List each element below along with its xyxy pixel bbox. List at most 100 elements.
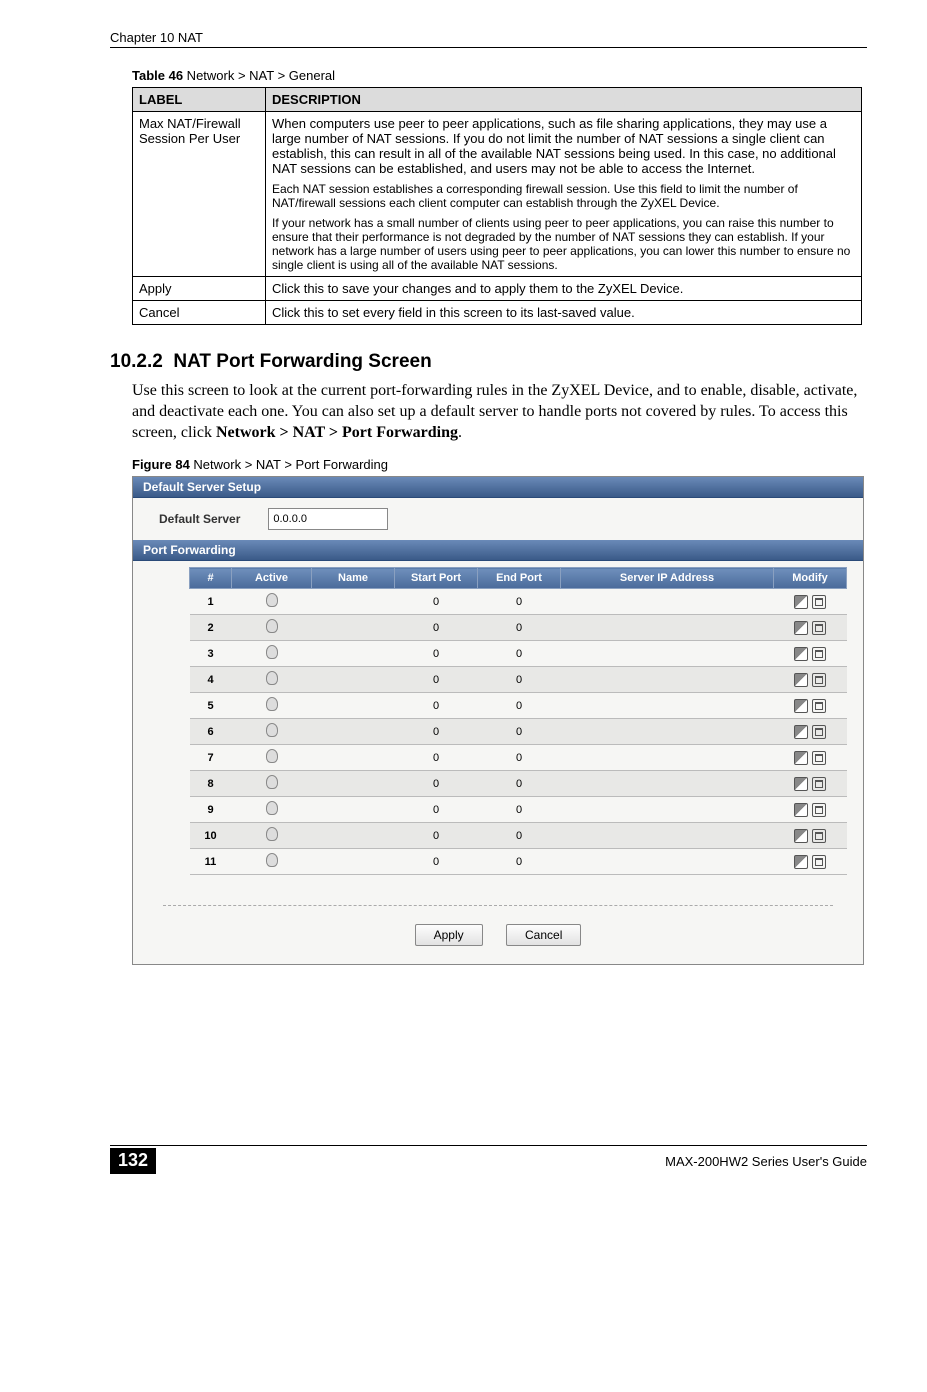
delete-icon[interactable] xyxy=(812,725,826,739)
edit-icon[interactable] xyxy=(794,699,808,713)
pf-row-num: 4 xyxy=(190,667,232,693)
pf-row-active[interactable] xyxy=(232,823,312,849)
cancel-button[interactable]: Cancel xyxy=(506,924,581,946)
lightbulb-icon xyxy=(266,723,278,737)
pf-row-active[interactable] xyxy=(232,589,312,615)
pf-row-active[interactable] xyxy=(232,615,312,641)
pf-row-start: 0 xyxy=(395,745,478,771)
pf-row-active[interactable] xyxy=(232,771,312,797)
lightbulb-icon xyxy=(266,749,278,763)
desc-p1: When computers use peer to peer applicat… xyxy=(272,116,855,176)
delete-icon[interactable] xyxy=(812,673,826,687)
delete-icon[interactable] xyxy=(812,855,826,869)
table-row: 1100 xyxy=(190,849,847,875)
delete-icon[interactable] xyxy=(812,777,826,791)
body-bold: Network > NAT > Port Forwarding xyxy=(216,424,458,441)
pf-row-active[interactable] xyxy=(232,693,312,719)
pf-row-name xyxy=(312,797,395,823)
port-forwarding-bar: Port Forwarding xyxy=(133,540,863,561)
delete-icon[interactable] xyxy=(812,595,826,609)
pf-header-modify: Modify xyxy=(774,568,847,589)
edit-icon[interactable] xyxy=(794,829,808,843)
pf-row-server xyxy=(561,823,774,849)
pf-row-active[interactable] xyxy=(232,745,312,771)
delete-icon[interactable] xyxy=(812,647,826,661)
edit-icon[interactable] xyxy=(794,621,808,635)
edit-icon[interactable] xyxy=(794,855,808,869)
delete-icon[interactable] xyxy=(812,751,826,765)
pf-row-active[interactable] xyxy=(232,719,312,745)
edit-icon[interactable] xyxy=(794,751,808,765)
pf-row-modify xyxy=(774,667,847,693)
pf-row-modify xyxy=(774,719,847,745)
table-row: 700 xyxy=(190,745,847,771)
pf-row-start: 0 xyxy=(395,589,478,615)
pf-row-start: 0 xyxy=(395,849,478,875)
edit-icon[interactable] xyxy=(794,725,808,739)
pf-row-active[interactable] xyxy=(232,667,312,693)
lightbulb-icon xyxy=(266,645,278,659)
pf-row-end: 0 xyxy=(478,719,561,745)
pf-row-active[interactable] xyxy=(232,641,312,667)
pf-row-end: 0 xyxy=(478,771,561,797)
row-desc: When computers use peer to peer applicat… xyxy=(266,112,862,277)
pf-row-modify xyxy=(774,693,847,719)
pf-row-name xyxy=(312,745,395,771)
section-title: NAT Port Forwarding Screen xyxy=(173,351,431,372)
row-label: Cancel xyxy=(133,301,266,325)
lightbulb-icon xyxy=(266,671,278,685)
table46-header-label: LABEL xyxy=(133,88,266,112)
pf-row-server xyxy=(561,667,774,693)
pf-header-server: Server IP Address xyxy=(561,568,774,589)
delete-icon[interactable] xyxy=(812,803,826,817)
pf-row-start: 0 xyxy=(395,693,478,719)
table-row: 1000 xyxy=(190,823,847,849)
desc-p2: Each NAT session establishes a correspon… xyxy=(272,182,855,210)
default-server-row: Default Server xyxy=(133,498,863,540)
table46: LABEL DESCRIPTION Max NAT/Firewall Sessi… xyxy=(132,87,862,325)
table-row: 400 xyxy=(190,667,847,693)
default-server-setup-bar: Default Server Setup xyxy=(133,477,863,498)
pf-row-server xyxy=(561,719,774,745)
pf-row-server xyxy=(561,797,774,823)
body-post: . xyxy=(458,424,462,441)
edit-icon[interactable] xyxy=(794,595,808,609)
edit-icon[interactable] xyxy=(794,777,808,791)
pf-row-active[interactable] xyxy=(232,797,312,823)
footer-guide: MAX-200HW2 Series User's Guide xyxy=(665,1154,867,1169)
page-number: 132 xyxy=(110,1148,156,1174)
apply-button[interactable]: Apply xyxy=(415,924,483,946)
pf-row-num: 6 xyxy=(190,719,232,745)
delete-icon[interactable] xyxy=(812,829,826,843)
edit-icon[interactable] xyxy=(794,803,808,817)
pf-row-server xyxy=(561,589,774,615)
lightbulb-icon xyxy=(266,593,278,607)
table-row: 300 xyxy=(190,641,847,667)
pf-row-start: 0 xyxy=(395,823,478,849)
pf-row-num: 8 xyxy=(190,771,232,797)
table46-caption: Table 46 Network > NAT > General xyxy=(132,68,867,83)
edit-icon[interactable] xyxy=(794,647,808,661)
delete-icon[interactable] xyxy=(812,699,826,713)
table-row: 200 xyxy=(190,615,847,641)
pf-row-server xyxy=(561,615,774,641)
pf-row-name xyxy=(312,719,395,745)
section-heading: 10.2.2 NAT Port Forwarding Screen xyxy=(110,351,867,373)
section-body: Use this screen to look at the current p… xyxy=(132,381,867,443)
pf-row-modify xyxy=(774,589,847,615)
pf-row-name xyxy=(312,589,395,615)
default-server-input[interactable] xyxy=(268,508,388,530)
pf-row-active[interactable] xyxy=(232,849,312,875)
pf-row-name xyxy=(312,693,395,719)
desc-p3: If your network has a small number of cl… xyxy=(272,216,855,272)
figure-caption-bold: Figure 84 xyxy=(132,457,190,472)
pf-row-num: 5 xyxy=(190,693,232,719)
lightbulb-icon xyxy=(266,827,278,841)
edit-icon[interactable] xyxy=(794,673,808,687)
delete-icon[interactable] xyxy=(812,621,826,635)
pf-row-server xyxy=(561,745,774,771)
pf-row-start: 0 xyxy=(395,771,478,797)
pf-row-end: 0 xyxy=(478,615,561,641)
pf-row-num: 3 xyxy=(190,641,232,667)
pf-header-num: # xyxy=(190,568,232,589)
